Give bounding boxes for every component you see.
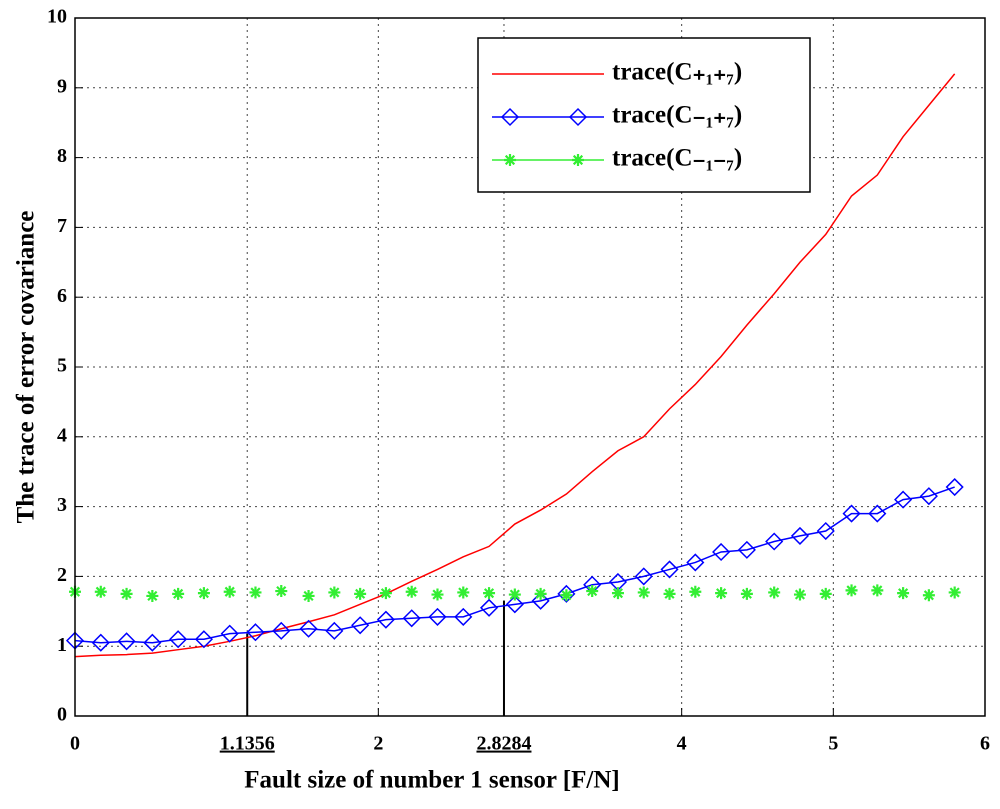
star-marker bbox=[223, 585, 236, 598]
star-marker bbox=[120, 587, 133, 600]
x-tick-label: 6 bbox=[980, 733, 990, 755]
diamond-marker bbox=[919, 487, 938, 506]
plot-frame bbox=[74, 17, 986, 717]
star-marker bbox=[302, 589, 315, 602]
star-marker bbox=[663, 587, 676, 600]
series-line bbox=[74, 486, 955, 644]
star-marker bbox=[508, 588, 521, 601]
x-tick-label: 0 bbox=[70, 733, 80, 755]
y-tick-label: 10 bbox=[47, 6, 67, 28]
x-tick-label: 2 bbox=[373, 733, 383, 755]
star-marker bbox=[948, 586, 961, 599]
diamond-marker bbox=[402, 609, 421, 628]
diamond-marker bbox=[945, 477, 964, 497]
x-tick-label: 2.8284 bbox=[476, 733, 531, 755]
diamond-marker bbox=[868, 504, 887, 523]
y-tick-label: 8 bbox=[57, 145, 67, 167]
diamond-marker bbox=[428, 607, 447, 626]
legend-label: trace(C₋₁₋₇) bbox=[612, 145, 742, 172]
star-marker bbox=[146, 589, 159, 602]
legend-box bbox=[477, 37, 811, 193]
y-tick-label: 4 bbox=[57, 424, 67, 446]
diamond-marker bbox=[91, 633, 110, 652]
diamond-marker bbox=[531, 591, 550, 610]
star-marker bbox=[197, 587, 210, 600]
star-marker bbox=[431, 588, 444, 601]
y-tick-label: 2 bbox=[57, 564, 67, 586]
diamond-marker bbox=[505, 595, 524, 614]
star-marker bbox=[819, 587, 832, 600]
star-marker bbox=[328, 586, 341, 599]
legend-label: trace(C₊₁₊₇) bbox=[612, 59, 742, 86]
diamond-marker bbox=[712, 542, 731, 562]
star-marker bbox=[483, 587, 496, 600]
star-marker bbox=[172, 587, 185, 600]
diamond-marker bbox=[765, 532, 784, 551]
star-marker bbox=[94, 585, 107, 598]
diamond-marker bbox=[660, 560, 679, 579]
diamond-marker bbox=[454, 607, 473, 626]
star-marker bbox=[768, 586, 781, 599]
series-line bbox=[74, 73, 956, 658]
y-tick-label: 7 bbox=[57, 215, 67, 237]
star-marker bbox=[534, 587, 547, 600]
diamond-marker bbox=[842, 504, 861, 523]
star-marker bbox=[637, 586, 650, 599]
diamond-marker bbox=[790, 526, 810, 545]
star-marker bbox=[379, 587, 392, 600]
legend-label: trace(C₋₁₊₇) bbox=[612, 102, 742, 129]
star-marker bbox=[689, 585, 702, 598]
star-marker bbox=[922, 589, 935, 602]
x-axis-label: Fault size of number 1 sensor [F/N] bbox=[244, 767, 619, 794]
star-marker bbox=[572, 154, 584, 166]
star-marker bbox=[793, 588, 806, 601]
x-tick-label: 1.1356 bbox=[220, 733, 275, 755]
star-marker bbox=[560, 589, 573, 602]
star-marker bbox=[354, 587, 367, 600]
y-axis-label: The trace of error covariance bbox=[13, 211, 40, 524]
diamond-marker bbox=[686, 553, 705, 572]
star-marker bbox=[504, 154, 516, 166]
star-marker bbox=[845, 584, 858, 597]
diamond-marker bbox=[737, 540, 756, 559]
y-tick-label: 9 bbox=[57, 75, 67, 97]
y-tick-label: 6 bbox=[57, 285, 67, 307]
diamond-marker bbox=[246, 623, 265, 642]
diamond-marker bbox=[194, 630, 213, 649]
diamond-marker bbox=[894, 490, 913, 509]
star-marker bbox=[611, 587, 624, 600]
diamond-marker bbox=[479, 598, 499, 617]
diamond-marker bbox=[376, 610, 395, 629]
y-tick-label: 1 bbox=[57, 634, 67, 656]
y-tick-label: 0 bbox=[57, 704, 67, 726]
star-marker bbox=[897, 587, 910, 600]
star-marker bbox=[740, 587, 753, 600]
diamond-marker bbox=[568, 107, 588, 127]
x-tick-label: 5 bbox=[828, 733, 838, 755]
diamond-marker bbox=[143, 633, 162, 652]
diamond-marker bbox=[816, 521, 835, 541]
star-marker bbox=[405, 585, 418, 598]
star-marker bbox=[871, 584, 884, 597]
y-tick-label: 3 bbox=[57, 494, 67, 516]
diamond-marker bbox=[272, 621, 291, 640]
star-marker bbox=[586, 585, 599, 598]
star-marker bbox=[275, 585, 288, 598]
star-marker bbox=[457, 586, 470, 599]
y-tick-label: 5 bbox=[57, 355, 67, 377]
diamond-marker bbox=[634, 567, 653, 586]
x-tick-label: 4 bbox=[677, 733, 687, 755]
diamond-marker bbox=[220, 624, 239, 643]
diamond-marker bbox=[500, 107, 520, 127]
diamond-marker bbox=[299, 619, 318, 638]
star-marker bbox=[715, 587, 728, 600]
diamond-marker bbox=[117, 632, 136, 651]
diamond-marker bbox=[351, 616, 370, 635]
diamond-marker bbox=[169, 630, 188, 649]
diamond-marker bbox=[325, 621, 344, 640]
diamond-marker bbox=[557, 584, 576, 603]
star-marker bbox=[249, 586, 262, 599]
